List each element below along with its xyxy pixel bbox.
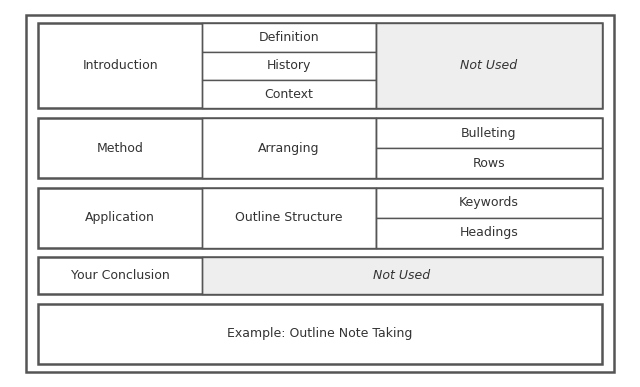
FancyBboxPatch shape: [202, 257, 602, 294]
Text: Context: Context: [264, 88, 314, 101]
Text: History: History: [267, 59, 311, 72]
Text: Not Used: Not Used: [373, 269, 430, 282]
FancyBboxPatch shape: [202, 80, 376, 108]
FancyBboxPatch shape: [202, 51, 376, 80]
FancyBboxPatch shape: [26, 15, 614, 372]
FancyBboxPatch shape: [202, 188, 376, 248]
Text: Example: Outline Note Taking: Example: Outline Note Taking: [227, 327, 413, 340]
Text: Application: Application: [85, 211, 155, 224]
Text: Keywords: Keywords: [459, 196, 519, 209]
Text: Definition: Definition: [259, 31, 319, 44]
Text: Rows: Rows: [473, 156, 505, 170]
FancyBboxPatch shape: [38, 304, 602, 364]
FancyBboxPatch shape: [38, 118, 602, 178]
Text: Headings: Headings: [460, 226, 518, 239]
Text: Not Used: Not Used: [460, 59, 518, 72]
FancyBboxPatch shape: [376, 188, 602, 217]
FancyBboxPatch shape: [376, 148, 602, 178]
Text: Introduction: Introduction: [83, 59, 158, 72]
Text: Arranging: Arranging: [259, 142, 320, 154]
FancyBboxPatch shape: [202, 118, 376, 178]
Text: Bulleting: Bulleting: [461, 127, 516, 140]
FancyBboxPatch shape: [376, 23, 602, 108]
Text: Method: Method: [97, 142, 143, 154]
FancyBboxPatch shape: [38, 188, 602, 248]
FancyBboxPatch shape: [202, 23, 376, 51]
FancyBboxPatch shape: [38, 257, 602, 294]
FancyBboxPatch shape: [376, 118, 602, 148]
Text: Outline Structure: Outline Structure: [236, 211, 343, 224]
Text: Your Conclusion: Your Conclusion: [70, 269, 170, 282]
FancyBboxPatch shape: [376, 217, 602, 248]
FancyBboxPatch shape: [38, 23, 602, 108]
